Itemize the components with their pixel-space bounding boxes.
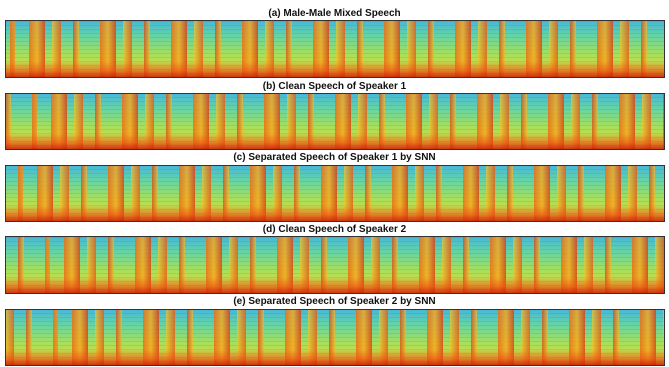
spectrogram	[5, 309, 665, 366]
panel-title: (d) Clean Speech of Speaker 2	[262, 224, 407, 235]
spectrogram	[5, 20, 665, 78]
panel-title: (c) Separated Speech of Speaker 1 by SNN	[233, 152, 436, 163]
spectrogram	[5, 93, 665, 150]
spectrogram	[5, 236, 665, 294]
spectrogram	[5, 165, 665, 222]
panel-title: (b) Clean Speech of Speaker 1	[262, 81, 407, 92]
panel-title: (a) Male-Male Mixed Speech	[268, 8, 401, 19]
panel-title: (e) Separated Speech of Speaker 2 by SNN	[233, 296, 436, 307]
